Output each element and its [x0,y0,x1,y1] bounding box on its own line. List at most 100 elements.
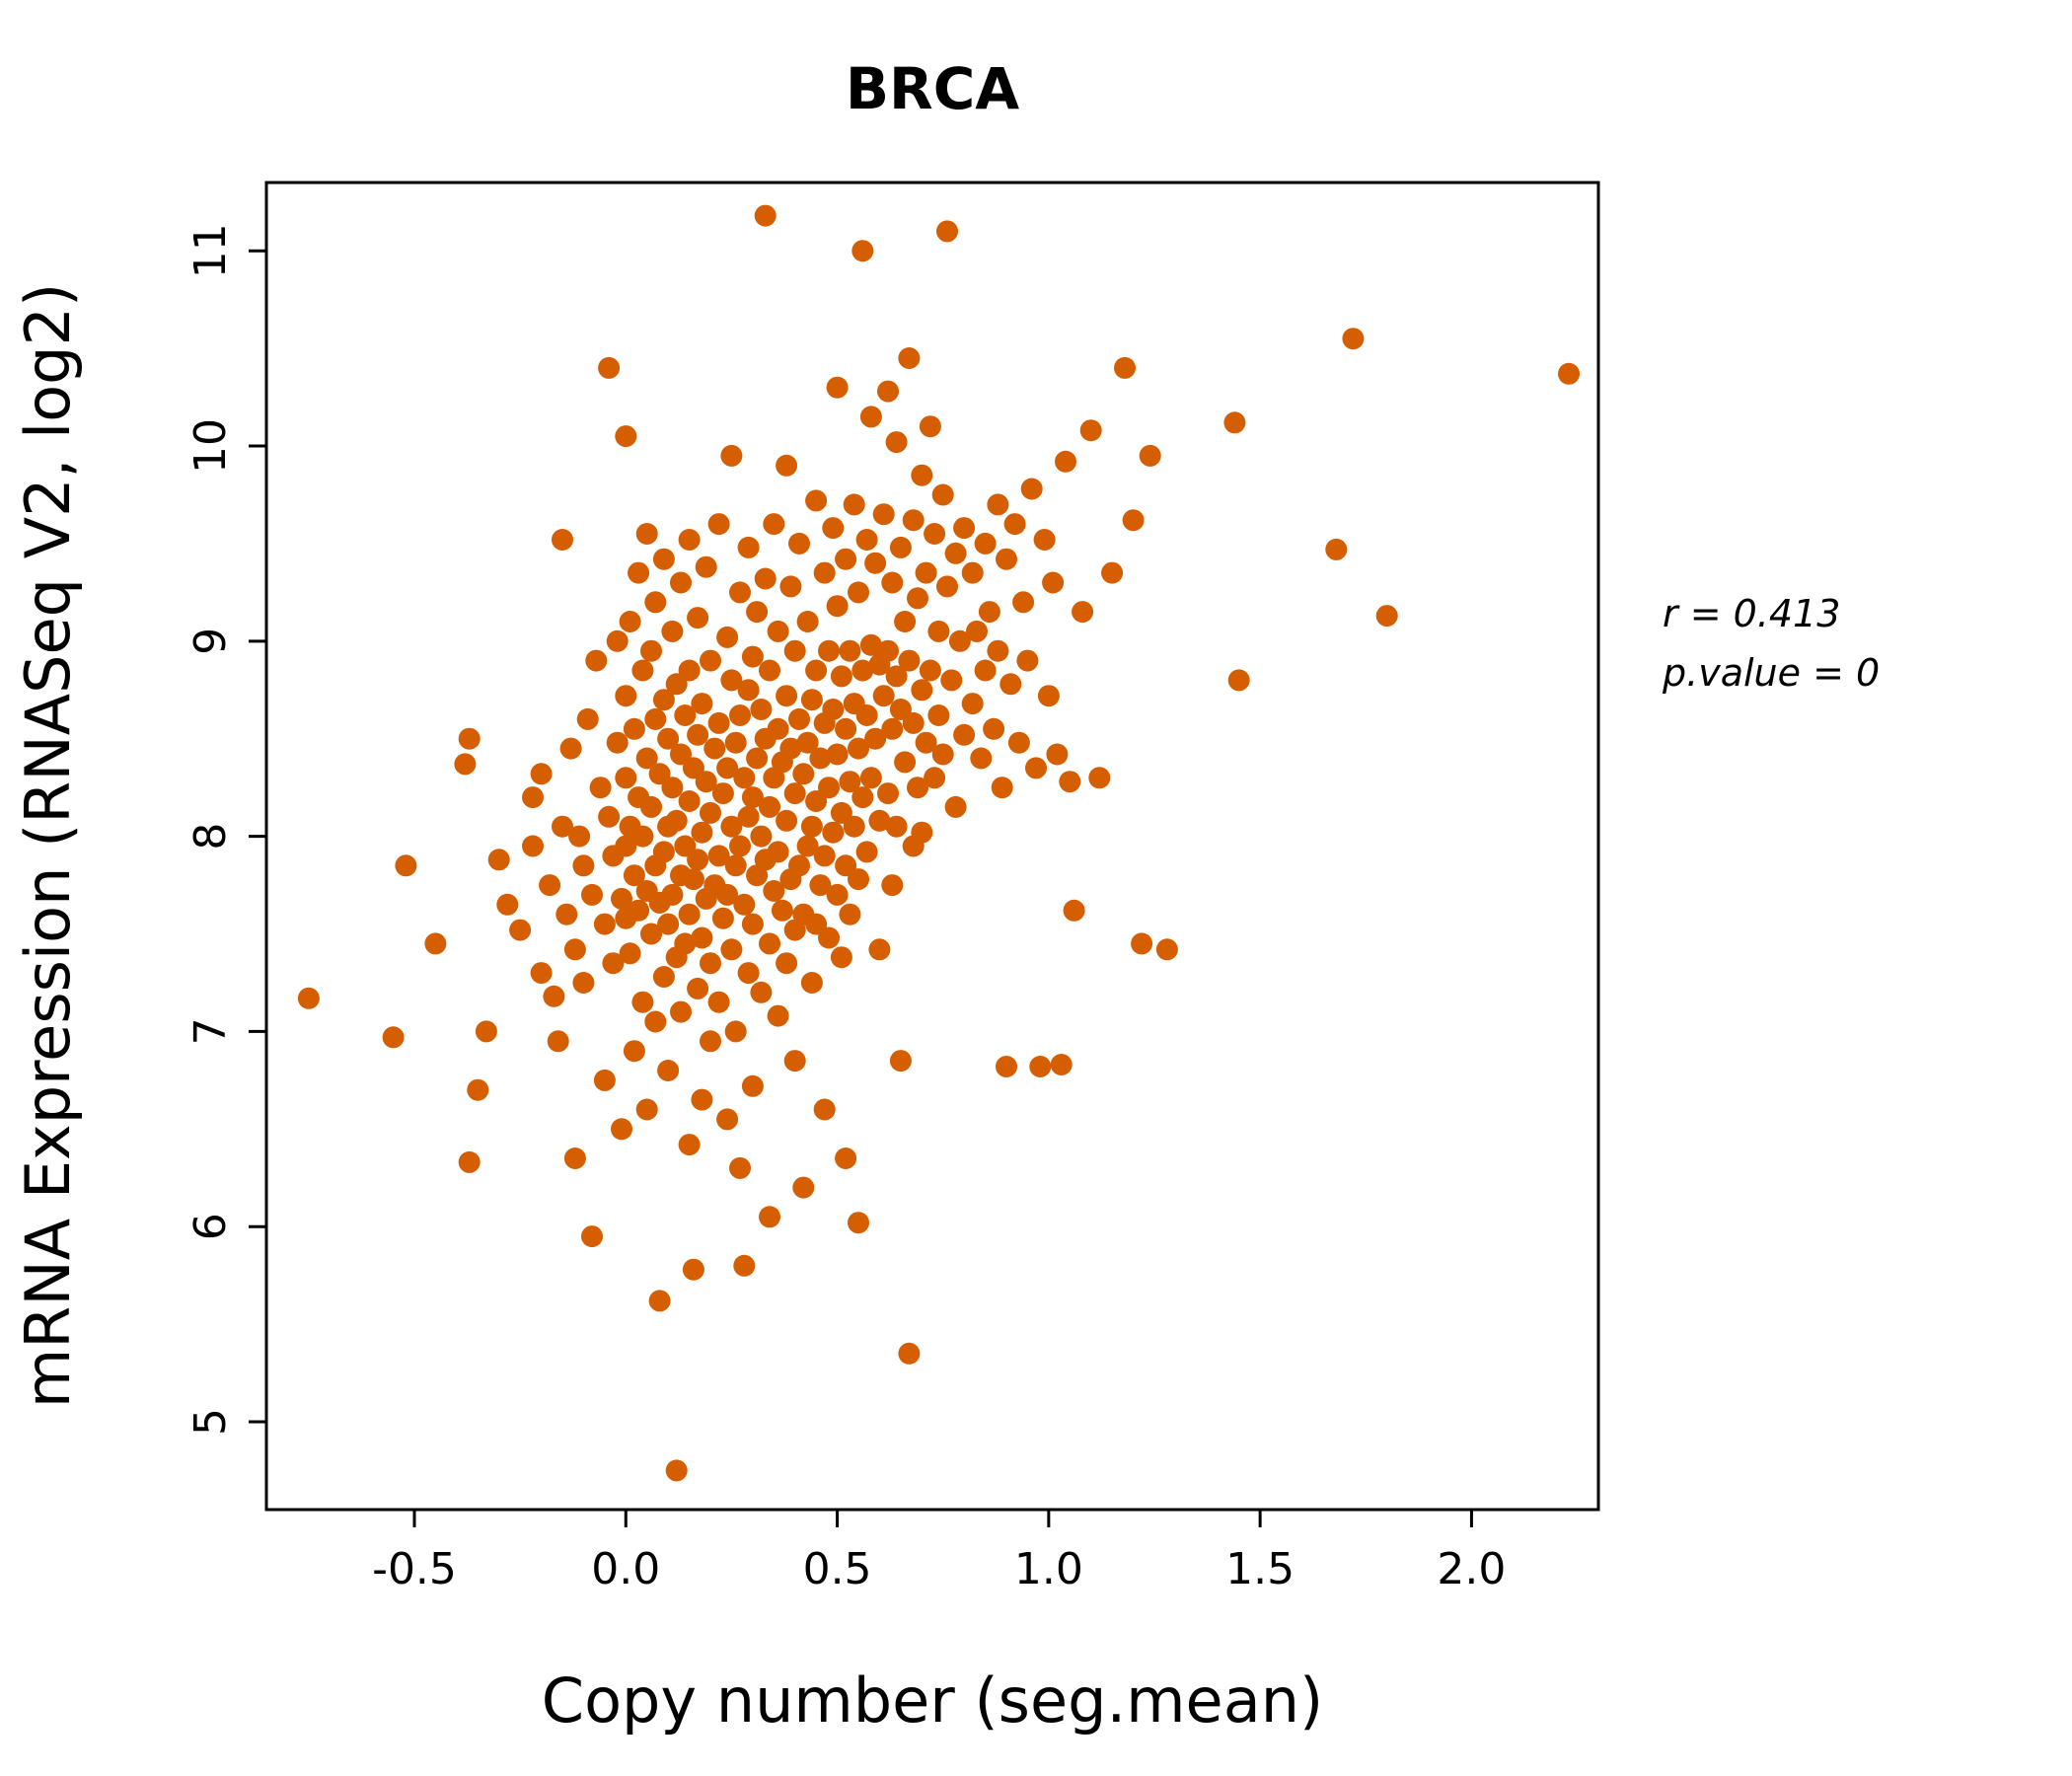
scatter-point [788,854,810,877]
scatter-point [724,854,747,877]
scatter-point [631,825,654,848]
scatter-point [543,985,565,1007]
scatter-point [691,693,713,715]
scatter-point [458,727,481,750]
scatter-point [855,529,878,551]
y-tick-label: 5 [185,1408,236,1436]
scatter-point [830,665,852,688]
x-tick-label: -0.5 [372,1544,457,1594]
scatter-point [839,771,861,793]
scatter-point [615,767,637,789]
scatter-point [779,575,802,598]
scatter-point [741,1074,764,1097]
scatter-point [458,1150,481,1173]
scatter-point [987,639,1009,662]
scatter-point [805,489,828,512]
scatter-point [424,932,447,955]
scatter-point [868,938,891,961]
scatter-point [885,431,908,454]
scatter-point [691,821,713,844]
scatter-point [611,887,632,910]
scatter-point [720,669,743,692]
scatter-point [572,854,595,877]
scatter-point [851,659,874,682]
scatter-point [996,548,1017,570]
scatter-point [915,731,937,754]
scatter-point [919,659,941,682]
annotation-p-value: p.value = 0 [1662,651,1880,695]
scatter-point [509,919,532,941]
scatter-point [796,731,819,754]
scatter-point [877,782,899,805]
scatter-point [767,717,789,740]
plot-border [264,181,1600,1512]
scatter-point [720,444,743,467]
scatter-point [707,845,730,867]
scatter-point [931,483,954,506]
scatter-point [859,633,882,656]
scatter-point [750,825,773,848]
scatter-point [682,868,704,891]
scatter-point [635,1098,658,1121]
scatter-point [737,536,760,558]
scatter-point [555,903,578,925]
y-tick-label: 11 [185,223,236,278]
scatter-point [395,854,417,877]
x-tick-label: 2.0 [1437,1544,1506,1594]
scatter-point [991,777,1013,799]
scatter-point [691,1088,713,1111]
scatter-point [881,571,904,594]
scatter-point [729,704,751,726]
scatter-point [961,561,984,584]
scatter-point [885,665,908,688]
scatter-point [1037,685,1060,707]
scatter-point [864,727,887,750]
scatter-point [889,536,912,558]
scatter-point [382,1026,405,1049]
scatter-point [522,835,544,857]
scatter-point [552,815,573,838]
scatter-point [716,883,739,906]
scatter-point [716,626,739,648]
scatter-point [724,1020,747,1043]
x-axis-ticks: -0.5 0.0 0.5 1.0 1.5 2.0 [372,1510,1506,1594]
scatter-point [652,841,675,863]
scatter-point [615,685,637,707]
scatter-point [927,704,950,726]
scatter-point [940,669,963,692]
scatter-point [657,913,680,935]
scatter-point [475,1020,497,1043]
scatter-point [678,903,701,925]
scatter-point [615,425,637,448]
scatter-point [1025,757,1047,779]
scatter-point [855,841,878,863]
scatter-point [779,737,802,760]
scatter-point [1012,591,1035,614]
scatter-point [966,620,988,642]
scatter-point [805,659,828,682]
y-axis-ticks: 5 6 7 8 9 10 11 [185,223,266,1436]
scatter-point [623,717,645,740]
scatter-point [454,753,477,776]
scatter-point [670,571,692,594]
scatter-point [953,517,976,540]
scatter-point [851,786,874,809]
scatter-point [1072,601,1094,624]
scatter-point [593,1069,616,1091]
scatter-point [848,737,869,760]
scatter-point [581,883,603,906]
scatter-point [700,1030,721,1053]
scatter-point [987,493,1009,516]
scatter-point [661,883,684,906]
scatter-point [859,767,882,789]
scatter-point [611,1118,632,1141]
scatter-point [737,679,760,702]
scatter-point [851,240,874,262]
scatter-point [885,815,908,838]
scatter-point [826,595,849,618]
scatter-point [1007,731,1030,754]
scatter-point [687,723,709,746]
scatter-point [1325,538,1348,560]
scatter-point [1227,669,1250,692]
